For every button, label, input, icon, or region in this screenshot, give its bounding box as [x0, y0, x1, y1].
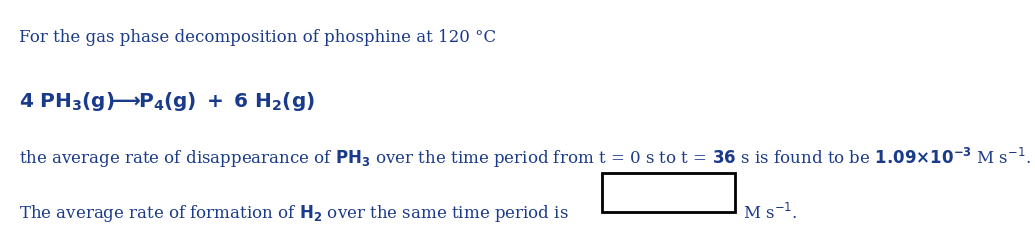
FancyBboxPatch shape	[602, 173, 735, 212]
Text: the average rate of disappearance of $\mathbf{PH_3}$ over the time period from t: the average rate of disappearance of $\m…	[19, 146, 1031, 170]
Text: For the gas phase decomposition of phosphine at 120 °C: For the gas phase decomposition of phosp…	[19, 29, 496, 46]
Text: The average rate of formation of $\mathbf{H_2}$ over the same time period is: The average rate of formation of $\mathb…	[19, 202, 568, 223]
Text: $\bf{4\ PH_3(g)}\!\!\longrightarrow\!\!\bf{P_4(g)\ +\ 6\ H_2(g)}$: $\bf{4\ PH_3(g)}\!\!\longrightarrow\!\!\…	[19, 90, 315, 113]
Text: M s$^{-1}$.: M s$^{-1}$.	[743, 202, 798, 223]
